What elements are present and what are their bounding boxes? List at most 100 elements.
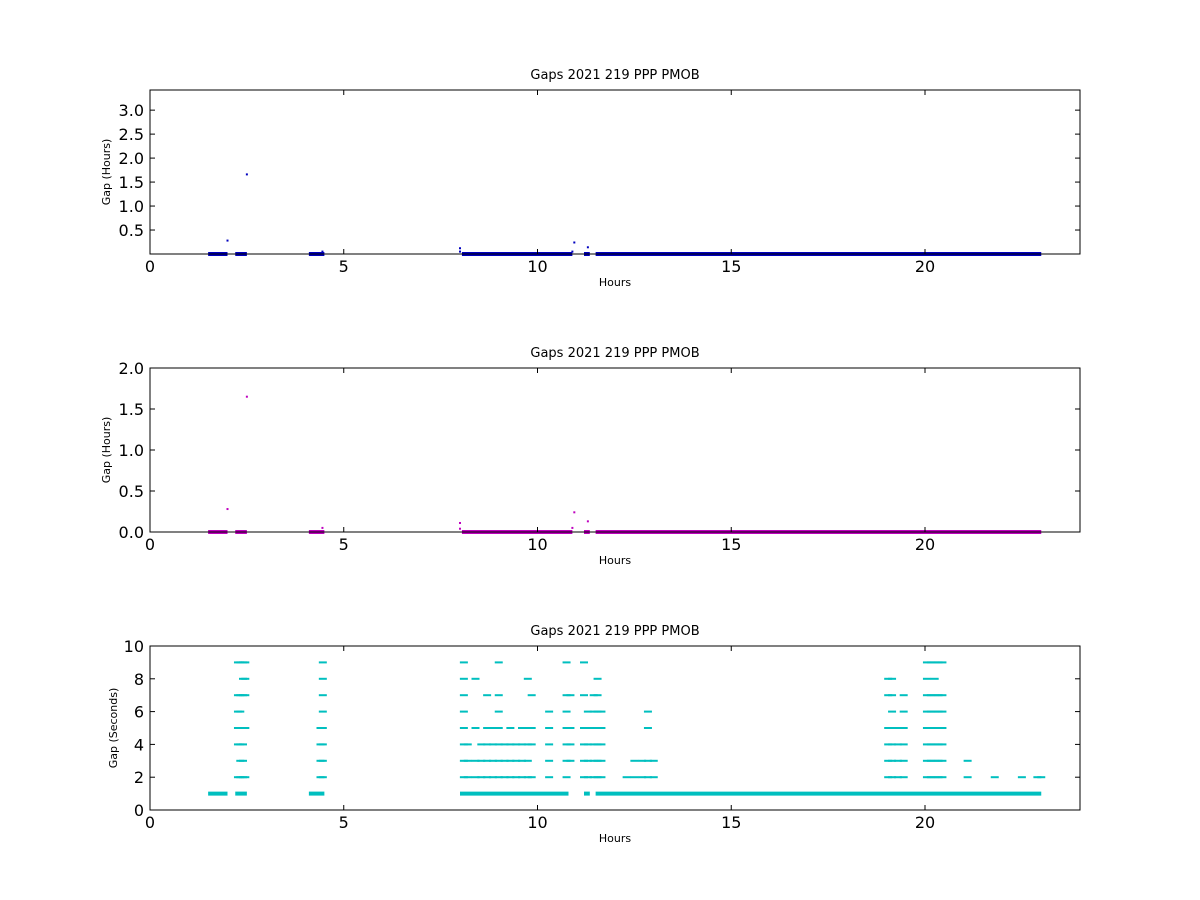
data-point-c11-1 bbox=[488, 759, 497, 762]
data-point-c33-5 bbox=[888, 694, 897, 697]
data-point-c18-0 bbox=[527, 776, 536, 779]
y-tick-label: 0.5 bbox=[119, 221, 144, 240]
y-tick-label: 1.0 bbox=[119, 197, 144, 216]
data-point-c34-2 bbox=[893, 743, 902, 746]
data-point-c6-5 bbox=[459, 694, 468, 697]
data-point-c6-6 bbox=[459, 677, 468, 680]
data-point-c34-1 bbox=[893, 759, 902, 762]
data-point-c2-1 bbox=[239, 759, 247, 762]
data-point-5 bbox=[571, 526, 574, 529]
data-point-4 bbox=[573, 241, 576, 244]
y-tick-label: 4 bbox=[134, 735, 144, 754]
data-point-c40-3 bbox=[938, 727, 947, 729]
plot-frame bbox=[149, 367, 1081, 533]
data-point-c12-1 bbox=[494, 759, 503, 762]
y-tick-label: 10 bbox=[124, 637, 144, 656]
data-point-c11-2 bbox=[488, 743, 497, 746]
data-point-c17-1 bbox=[523, 759, 532, 762]
data-point-c33-4 bbox=[888, 710, 897, 713]
y-axis-label: Gap (Seconds) bbox=[107, 688, 120, 769]
data-point-c35-4 bbox=[899, 710, 908, 713]
chart-title: Gaps 2021 219 PPP PMOB bbox=[530, 624, 699, 639]
data-point-c19-4 bbox=[545, 710, 554, 713]
data-point-c31-1 bbox=[649, 759, 658, 762]
data-point-c10-3 bbox=[483, 727, 492, 729]
data-point-c40-0 bbox=[938, 776, 947, 779]
data-point-c6-7 bbox=[459, 661, 468, 664]
data-point-c40-5 bbox=[938, 694, 947, 697]
data-point-c29-0 bbox=[638, 776, 647, 779]
data-point-c11-0 bbox=[488, 776, 497, 779]
data-point-c20-6 bbox=[562, 661, 571, 664]
data-point-c14-1 bbox=[506, 759, 515, 762]
data-point-c7-2 bbox=[463, 743, 472, 746]
x-tick-label: 10 bbox=[527, 257, 547, 276]
data-point-c12-0 bbox=[494, 776, 503, 779]
data-point-c26-4 bbox=[597, 710, 606, 713]
x-axis-label: Hours bbox=[599, 276, 631, 289]
data-point-c15-2 bbox=[512, 743, 521, 746]
data-point-c9-0 bbox=[477, 776, 486, 779]
data-point-c9-2 bbox=[477, 743, 486, 746]
y-tick-label: 2.5 bbox=[119, 125, 144, 144]
data-point-c23-0 bbox=[583, 776, 592, 779]
data-point-c16-2 bbox=[518, 743, 526, 746]
data-point-6 bbox=[586, 246, 589, 249]
data-point-c38-6 bbox=[930, 677, 939, 680]
x-tick-label: 15 bbox=[721, 813, 741, 832]
data-point-c14-0 bbox=[506, 776, 515, 779]
data-point-c29-1 bbox=[638, 759, 647, 762]
data-point-c33-6 bbox=[888, 677, 897, 680]
data-point-2 bbox=[459, 521, 461, 524]
data-point-c3-2 bbox=[241, 694, 250, 697]
x-tick-label: 0 bbox=[145, 535, 155, 554]
data-point-c35-1 bbox=[899, 759, 908, 762]
data-point-c14-3 bbox=[506, 727, 515, 729]
data-point-c3-0 bbox=[241, 776, 250, 779]
data-point-c23-4 bbox=[583, 710, 592, 713]
data-point-c19-3 bbox=[545, 727, 554, 729]
data-point-c3-3 bbox=[241, 677, 250, 680]
x-tick-label: 5 bbox=[339, 535, 349, 554]
data-point-c10-4 bbox=[483, 694, 492, 697]
data-point-c21-3 bbox=[566, 694, 575, 697]
y-tick-label: 0 bbox=[134, 801, 144, 820]
data-point-c40-4 bbox=[938, 710, 947, 713]
data-points bbox=[208, 395, 1042, 534]
data-point-c28-1 bbox=[630, 759, 639, 762]
data-point-c18-2 bbox=[527, 727, 536, 729]
data-point-c10-1 bbox=[483, 759, 492, 762]
data-point-c40-1 bbox=[938, 759, 947, 762]
data-point-c5-6 bbox=[318, 677, 327, 680]
data-point-c19-2 bbox=[545, 743, 554, 746]
data-point-c35-5 bbox=[899, 694, 908, 697]
data-point-c35-2 bbox=[899, 743, 908, 746]
data-point-7 bbox=[321, 250, 324, 253]
data-point-c34-3 bbox=[893, 727, 902, 729]
data-point-c26-0 bbox=[597, 776, 606, 779]
data-point-c40-2 bbox=[938, 743, 947, 746]
data-point-c8-3 bbox=[471, 677, 480, 680]
data-point-2 bbox=[459, 247, 461, 250]
data-point-c11-3 bbox=[488, 727, 497, 729]
chart-panel-1: Gaps 2021 219 PPP PMOB 0 5 10 15 20 0.5 1.0 1.5 2… bbox=[100, 68, 1081, 289]
data-point-6 bbox=[586, 520, 589, 523]
data-point-c30-3 bbox=[643, 710, 652, 713]
data-point-c20-0 bbox=[562, 776, 571, 779]
data-point-c6-4 bbox=[459, 710, 468, 713]
data-point-c23-3 bbox=[583, 727, 592, 729]
x-tick-label: 0 bbox=[145, 257, 155, 276]
data-point-4 bbox=[573, 511, 576, 514]
y-tick-label: 2.0 bbox=[119, 149, 144, 168]
data-point-c26-1 bbox=[597, 759, 606, 762]
chart-title: Gaps 2021 219 PPP PMOB bbox=[530, 68, 699, 83]
data-point-c10-0 bbox=[483, 776, 492, 779]
y-tick-label: 6 bbox=[134, 703, 144, 722]
y-tick-label: 0.0 bbox=[119, 523, 144, 542]
data-point-c19-1 bbox=[545, 759, 554, 762]
data-point-c14-2 bbox=[506, 743, 515, 746]
x-tick-label: 20 bbox=[915, 813, 935, 832]
data-point-5 bbox=[571, 250, 574, 253]
y-tick-label: 0.5 bbox=[119, 482, 144, 501]
data-point-c15-1 bbox=[512, 759, 521, 762]
